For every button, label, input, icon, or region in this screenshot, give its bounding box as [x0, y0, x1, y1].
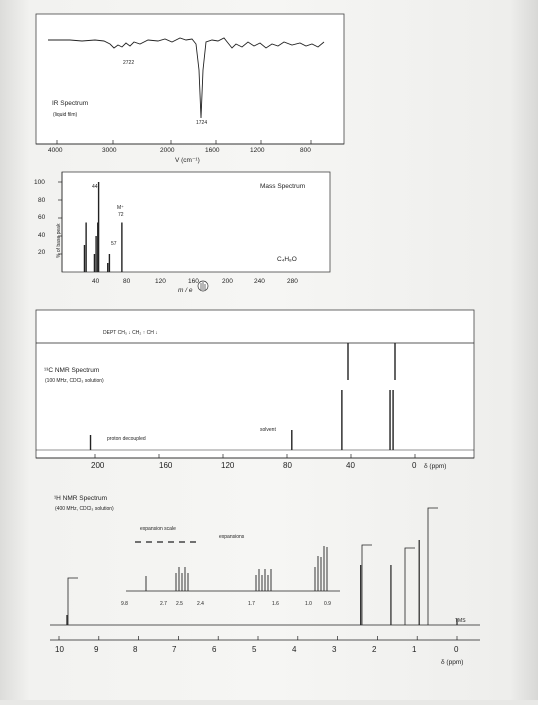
h1-integral-3 — [427, 507, 438, 625]
ir-title: IR Spectrum — [52, 100, 88, 107]
h1-main-trace — [50, 507, 480, 626]
ir-tick-800: 800 — [300, 147, 311, 154]
ms-y-tick-40: 40 — [38, 232, 46, 239]
h1-tick-4: 4 — [292, 645, 297, 654]
h1-exp-tick-2.4: 2.4 — [197, 601, 204, 607]
c13-tick-200: 200 — [91, 461, 105, 470]
h1-tms-label: TMS — [455, 618, 466, 624]
c13-tick-160: 160 — [159, 461, 173, 470]
h1-expansion-scale-label: expansion scale — [140, 526, 176, 532]
ms-y-label: % of base peak — [56, 223, 62, 258]
c13-tick-120: 120 — [221, 461, 235, 470]
ms-peak-label-molecular-ion: M⁺ — [117, 205, 124, 211]
h1-title: ¹H NMR Spectrum — [54, 495, 107, 502]
ms-x-tick-280: 280 — [287, 278, 298, 285]
h1-exp-tick-2.5: 2.5 — [176, 601, 183, 607]
c13-nmr-panel: DEPT CH₃ ↓ CH₂ ↑ CH ↓ ¹³C NMR Spectrum (… — [35, 309, 475, 470]
c13-x-label: δ (ppm) — [424, 463, 446, 470]
ir-subtitle: (liquid film) — [53, 112, 78, 118]
c13-dept-label: DEPT CH₃ ↓ CH₂ ↑ CH ↓ — [103, 330, 158, 336]
ms-x-tick-80: 80 — [123, 278, 131, 285]
c13-tick-marks — [94, 454, 416, 458]
h1-x-label: δ (ppm) — [441, 659, 463, 666]
ms-y-tick-100: 100 — [34, 179, 45, 186]
h1-exp-tick-1.0: 1.0 — [305, 601, 312, 607]
ms-formula: C₄H₈O — [277, 256, 297, 263]
ms-title: Mass Spectrum — [260, 183, 305, 190]
h1-exp-tick-2.7: 2.7 — [160, 601, 167, 607]
c13-decoupled-label: proton decoupled — [107, 436, 146, 442]
c13-frame — [35, 309, 475, 459]
c13-tick-80: 80 — [283, 461, 292, 470]
c13-tick-40: 40 — [346, 461, 355, 470]
h1-nmr-panel: ¹H NMR Spectrum (400 MHz, CDCl₃ solution… — [50, 495, 480, 666]
ir-frame — [35, 13, 345, 145]
c13-solvent-label: solvent — [260, 427, 276, 433]
ir-axis-ticks — [56, 140, 312, 144]
ir-tick-3000: 3000 — [102, 147, 117, 154]
h1-tick-7: 7 — [172, 645, 177, 654]
h1-tick-1: 1 — [412, 645, 417, 654]
ms-x-label: m / e — [178, 287, 193, 294]
mass-spectrum-panel: Mass Spectrum C₄H₈O 44 M⁺ 72 57 100 80 6… — [34, 171, 331, 294]
ms-bars — [83, 182, 123, 272]
ms-peak-label-57: 57 — [111, 241, 117, 247]
h1-tick-3: 3 — [332, 645, 337, 654]
h1-expansions-label: expansions — [219, 534, 245, 540]
h1-tick-8: 8 — [133, 645, 138, 654]
ms-x-tick-40: 40 — [92, 278, 100, 285]
ir-axis-label: V (cm⁻¹) — [175, 157, 200, 164]
ir-trace — [48, 37, 325, 119]
c13-peaks — [36, 390, 474, 451]
ms-x-tick-200: 200 — [222, 278, 233, 285]
h1-exp-tick-0.9: 0.9 — [324, 601, 331, 607]
h1-exp-tick-1.6: 1.6 — [272, 601, 279, 607]
h1-integral-2 — [404, 547, 415, 625]
c13-tick-0: 0 — [412, 461, 417, 470]
ms-y-tick-80: 80 — [38, 197, 46, 204]
h1-tick-marks — [58, 636, 458, 640]
h1-exp-tick-1.7: 1.7 — [248, 601, 255, 607]
h1-tick-2: 2 — [372, 645, 377, 654]
ir-tick-1200: 1200 — [250, 147, 265, 154]
ms-y-tick-20: 20 — [38, 249, 46, 256]
cursor-hand-icon — [197, 280, 209, 292]
ir-tick-4000: 4000 — [48, 147, 63, 154]
h1-subtitle: (400 MHz, CDCl₃ solution) — [55, 506, 114, 512]
ir-peak-label-2722: 2722 — [123, 60, 134, 66]
h1-integral-0 — [67, 577, 78, 625]
ms-x-tick-160: 160 — [188, 278, 199, 285]
h1-expansion-insets — [145, 546, 328, 591]
ms-x-tick-240: 240 — [254, 278, 265, 285]
ms-peak-label-44: 44 — [92, 184, 98, 190]
h1-exp-tick-9.8: 9.8 — [121, 601, 128, 607]
ms-y-tick-60: 60 — [38, 214, 46, 221]
ms-y-tick-marks — [58, 181, 62, 255]
c13-subtitle: (100 MHz, CDCl₃ solution) — [45, 378, 104, 384]
ir-tick-2000: 2000 — [160, 147, 175, 154]
ms-peak-label-72: 72 — [118, 212, 124, 218]
c13-title: ¹³C NMR Spectrum — [44, 367, 99, 374]
ms-x-tick-120: 120 — [155, 278, 166, 285]
h1-tick-9: 9 — [94, 645, 99, 654]
h1-tick-10: 10 — [55, 645, 64, 654]
ir-tick-1600: 1600 — [205, 147, 220, 154]
h1-integral-1 — [361, 544, 372, 625]
h1-tick-6: 6 — [212, 645, 217, 654]
ir-peak-label-1724: 1724 — [196, 120, 207, 126]
h1-tick-0: 0 — [454, 645, 459, 654]
ir-spectrum-panel: 2722 1724 IR Spectrum (liquid film) 4000… — [35, 13, 345, 164]
h1-tick-5: 5 — [252, 645, 257, 654]
